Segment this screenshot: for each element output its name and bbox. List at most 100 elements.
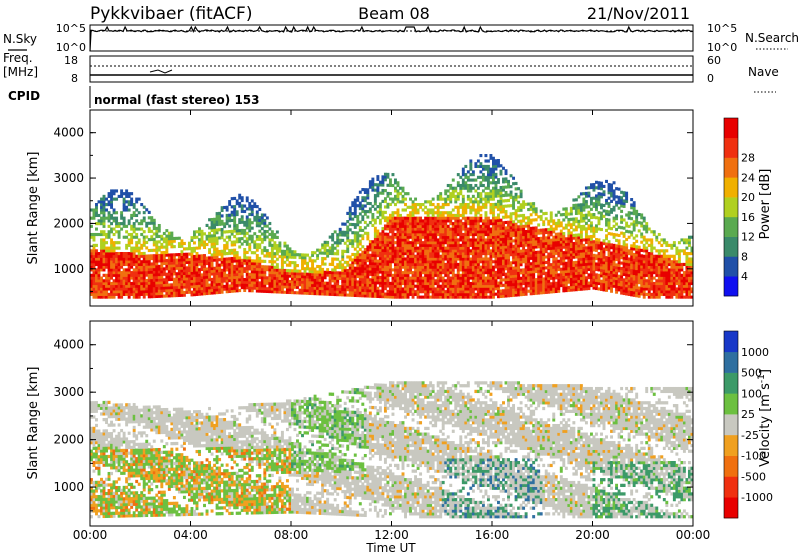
power-cell xyxy=(135,281,139,286)
power-cell xyxy=(414,241,418,245)
power-cell xyxy=(396,216,400,220)
power-cell xyxy=(436,260,440,264)
power-cell xyxy=(449,192,453,196)
power-cell xyxy=(454,257,458,261)
power-cell xyxy=(363,209,367,214)
power-cell xyxy=(321,267,325,272)
power-cell xyxy=(112,211,116,215)
power-cell xyxy=(502,259,505,263)
power-cell xyxy=(278,255,282,259)
power-cell xyxy=(167,253,171,257)
power-cell xyxy=(381,243,385,247)
power-cell xyxy=(421,265,425,269)
power-cell xyxy=(100,219,103,223)
power-cell xyxy=(416,260,420,264)
power-cell xyxy=(431,222,435,226)
power-cell xyxy=(481,183,485,188)
power-cell xyxy=(263,229,267,234)
power-cell xyxy=(517,260,521,264)
power-cell xyxy=(386,202,390,206)
power-cell xyxy=(180,280,184,284)
power-cell xyxy=(431,213,435,218)
power-cell xyxy=(388,202,392,207)
power-cell xyxy=(404,265,407,269)
power-cell xyxy=(431,271,435,275)
power-cell xyxy=(373,270,377,274)
power-cell xyxy=(102,262,106,267)
power-cell xyxy=(238,264,242,268)
power-cell xyxy=(381,267,385,272)
power-cell xyxy=(388,262,392,266)
power-cell xyxy=(519,284,523,289)
power-cell xyxy=(456,276,460,280)
power-cell xyxy=(446,276,450,280)
power-cell xyxy=(454,227,458,231)
power-cell xyxy=(172,291,176,295)
power-cell xyxy=(346,288,350,292)
power-cell xyxy=(524,230,528,234)
power-cell xyxy=(245,259,249,263)
power-cell xyxy=(436,271,440,275)
power-cell xyxy=(381,289,385,293)
power-cell xyxy=(132,260,136,264)
power-cell xyxy=(446,254,450,258)
power-cell xyxy=(182,290,186,295)
power-cell xyxy=(328,276,332,280)
power-cell xyxy=(346,282,350,286)
power-cell xyxy=(167,264,171,268)
power-cell xyxy=(554,262,558,266)
power-cell xyxy=(313,267,317,271)
power-cell xyxy=(554,276,558,280)
power-cell xyxy=(494,246,498,250)
power-cell xyxy=(414,197,418,201)
power-cell xyxy=(218,217,222,221)
power-cell xyxy=(198,246,201,250)
power-cell xyxy=(562,286,566,290)
power-cell xyxy=(486,197,490,201)
power-cell xyxy=(524,287,528,291)
power-cell xyxy=(371,289,375,293)
power-cell xyxy=(248,201,252,206)
power-cell xyxy=(102,205,106,209)
power-cell xyxy=(419,254,423,258)
power-cell xyxy=(499,232,503,236)
power-cell xyxy=(363,212,367,216)
power-cell xyxy=(316,283,320,288)
power-cell xyxy=(117,230,121,234)
power-cell xyxy=(376,262,380,266)
power-cell xyxy=(205,242,209,247)
power-cell xyxy=(125,205,129,209)
power-cell xyxy=(198,259,201,264)
power-cell xyxy=(456,292,460,296)
power-cell xyxy=(544,274,548,278)
power-cell xyxy=(544,241,548,245)
power-cell xyxy=(230,276,234,280)
power-cell xyxy=(228,287,232,291)
power-cell xyxy=(130,203,134,207)
power-cell xyxy=(449,213,453,218)
power-cell xyxy=(451,254,455,258)
power-cell xyxy=(250,267,254,271)
power-cell xyxy=(464,257,468,261)
power-cell xyxy=(519,230,523,234)
power-cell xyxy=(519,238,523,242)
power-cell xyxy=(557,248,561,252)
power-cell xyxy=(172,277,176,281)
power-cell xyxy=(381,229,385,233)
power-cell xyxy=(100,203,103,207)
power-cell xyxy=(218,220,222,224)
power-cell xyxy=(285,285,289,289)
power-cell xyxy=(396,241,400,245)
power-cell xyxy=(248,280,252,285)
power-cell xyxy=(471,254,475,258)
power-cell xyxy=(552,265,556,269)
power-cell xyxy=(517,247,521,251)
power-cell xyxy=(373,256,377,260)
power-cell xyxy=(514,260,518,264)
power-cell xyxy=(378,243,382,247)
power-cell xyxy=(311,264,315,268)
power-cell xyxy=(190,255,194,259)
power-cell xyxy=(215,217,219,221)
power-cell xyxy=(429,200,433,204)
power-cell xyxy=(373,264,377,268)
